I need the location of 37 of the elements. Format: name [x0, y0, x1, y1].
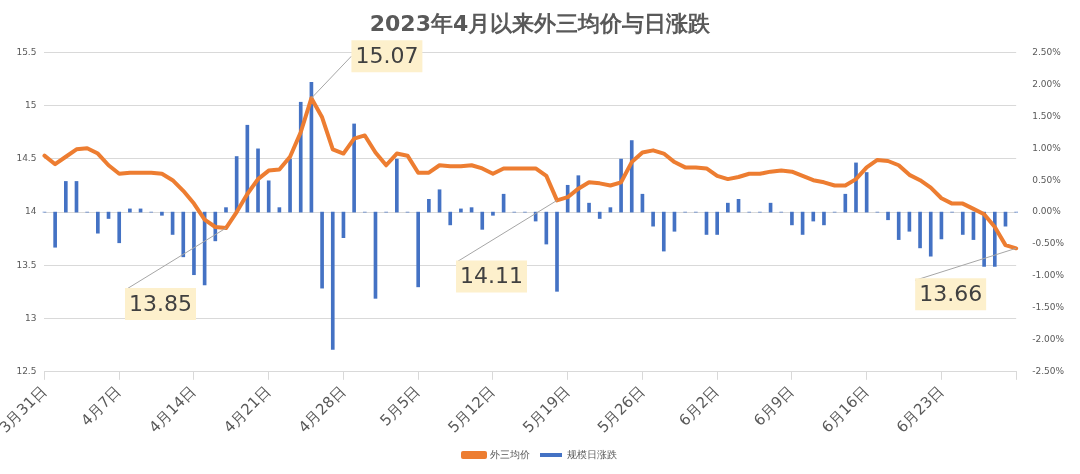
y2-tick-label: -1.00%	[1032, 270, 1065, 281]
x-tick-label: 6月23日	[892, 382, 947, 437]
y-tick-label: 14	[25, 206, 37, 217]
data-label: 14.11	[460, 263, 524, 289]
y2-tick-label: 0.50%	[1032, 174, 1062, 185]
y2-tick-label: -0.50%	[1032, 238, 1065, 249]
x-tick-label: 4月28日	[294, 382, 350, 437]
x-tick-label: 5月12日	[444, 382, 499, 437]
y2-tick-label: 2.00%	[1032, 78, 1062, 89]
legend-label: 外三均价	[490, 448, 530, 460]
y2-tick-label: -1.50%	[1032, 302, 1065, 313]
y-tick-label: 15	[25, 99, 37, 110]
x-tick-label: 6月9日	[750, 382, 798, 430]
x-tick-label: 5月26日	[593, 382, 649, 437]
chart-title: 2023年4月以来外三均价与日涨跌	[369, 10, 712, 36]
x-tick-label: 5月5日	[376, 382, 424, 430]
y2-tick-label: -2.00%	[1032, 334, 1065, 345]
x-tick-label: 4月21日	[220, 382, 275, 437]
y-tick-label: 15.5	[16, 46, 37, 57]
data-label: 15.07	[355, 42, 419, 68]
legend-label: 规模日涨跌	[567, 448, 617, 460]
x-tick-label: 4月14日	[145, 382, 200, 437]
y2-tick-label: 1.00%	[1032, 142, 1062, 153]
y-tick-label: 12.5	[16, 366, 37, 377]
y-tick-label: 13	[25, 312, 37, 323]
x-tick-label: 5月19日	[519, 382, 574, 437]
x-tick-label: 6月16日	[818, 382, 873, 437]
x-tick-label: 6月2日	[675, 382, 723, 430]
y2-tick-label: 0.00%	[1032, 206, 1062, 217]
y2-tick-label: 2.50%	[1032, 46, 1062, 57]
x-tick-label: 4月7日	[77, 382, 125, 430]
data-label: 13.66	[919, 281, 983, 307]
y-tick-label: 14.5	[16, 153, 37, 164]
y2-tick-label: 1.50%	[1032, 110, 1062, 121]
y-tick-label: 13.5	[16, 259, 37, 270]
y2-tick-label: -2.50%	[1032, 366, 1065, 377]
data-label: 13.85	[129, 290, 192, 316]
